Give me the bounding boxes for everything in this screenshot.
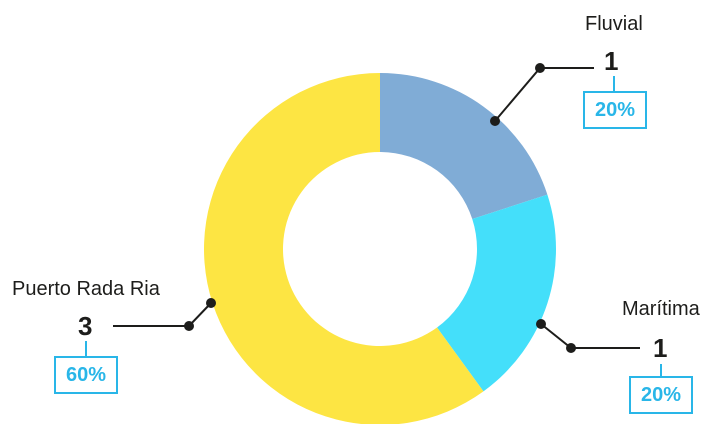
leader-line-puerto-rada-ria <box>113 298 216 331</box>
leader-line-fluvial <box>490 63 594 126</box>
leader-line-maritima <box>536 319 640 353</box>
percent-badge-puerto-rada-ria: 60% <box>54 356 118 394</box>
value-label-fluvial: 1 <box>604 46 619 76</box>
value-label-puerto-rada-ria: 3 <box>78 311 93 341</box>
slice-fluvial <box>380 73 548 220</box>
category-label-maritima: Marítima <box>622 298 700 320</box>
value-label-maritima: 1 <box>653 333 668 363</box>
slice-puerto-rada-ria <box>204 73 484 424</box>
category-label-puerto-rada-ria: Puerto Rada Ria <box>12 278 160 300</box>
category-label-fluvial: Fluvial <box>585 13 643 35</box>
slice-maritima <box>437 194 556 392</box>
percent-badge-maritima: 20% <box>629 376 693 414</box>
percent-badge-fluvial: 20% <box>583 91 647 129</box>
